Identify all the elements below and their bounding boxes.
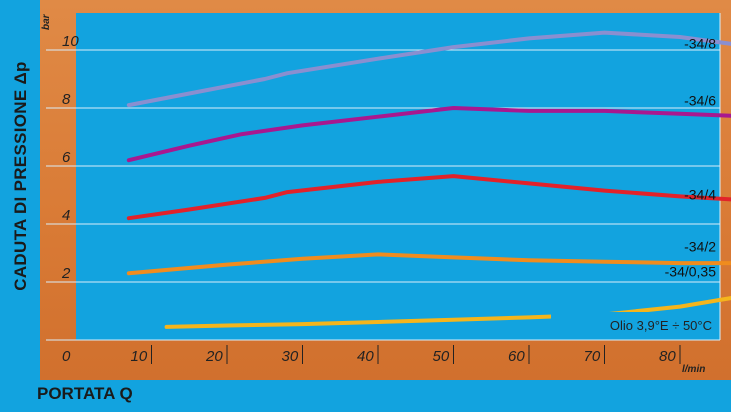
y-unit-label: bar <box>41 13 52 30</box>
annotation-box <box>551 312 717 336</box>
x-axis-label-band: PORTATA Q <box>0 380 731 412</box>
x-tick-label: 10 <box>131 348 148 365</box>
x-tick-label: 80 <box>659 348 676 365</box>
series-line-2 <box>126 174 731 221</box>
x-tick-label: 40 <box>357 348 374 365</box>
y-tick-label: 8 <box>62 91 71 108</box>
series-line-3 <box>126 252 731 276</box>
x-tick-label: 30 <box>282 348 299 365</box>
axis-ticks: 2468100102030405060708090 <box>61 33 681 365</box>
series-line-1 <box>126 106 731 163</box>
series-line-0 <box>126 30 731 108</box>
plot-background <box>76 13 720 340</box>
oil-annotation: Olio 3,9°E ÷ 50°C <box>610 318 712 333</box>
y-tick-label: 4 <box>62 207 70 224</box>
grid-lines <box>46 13 721 341</box>
series-label-2: -34/4 <box>684 187 716 203</box>
x-tick-label: 70 <box>584 348 601 365</box>
series-label-1: -34/6 <box>684 92 716 108</box>
x-tick-label: 0 <box>62 348 71 365</box>
series-label-4: -34/0,35 <box>665 263 717 279</box>
series-lines <box>126 30 731 329</box>
series-line-4 <box>164 296 731 329</box>
y-tick-label: 10 <box>62 33 79 50</box>
y-tick-label: 6 <box>62 149 71 166</box>
y-axis-label-band: CADUTA DI PRESSIONE Δp <box>0 0 40 380</box>
x-tick-label: 60 <box>508 348 525 365</box>
x-tick-label: 20 <box>205 348 223 365</box>
x-tick-label: 50 <box>433 348 450 365</box>
x-unit-label: l/min <box>682 364 705 375</box>
chart-plot: 2468100102030405060708090 -34/8-34/6-34/… <box>41 13 731 375</box>
y-tick-label: 2 <box>61 265 71 282</box>
series-label-0: -34/8 <box>684 36 716 52</box>
series-label-3: -34/2 <box>684 239 716 255</box>
series-labels: -34/8 -34/6 -34/4 -34/2 -34/0,35 <box>665 36 717 280</box>
x-axis-label: PORTATA Q <box>37 384 133 403</box>
